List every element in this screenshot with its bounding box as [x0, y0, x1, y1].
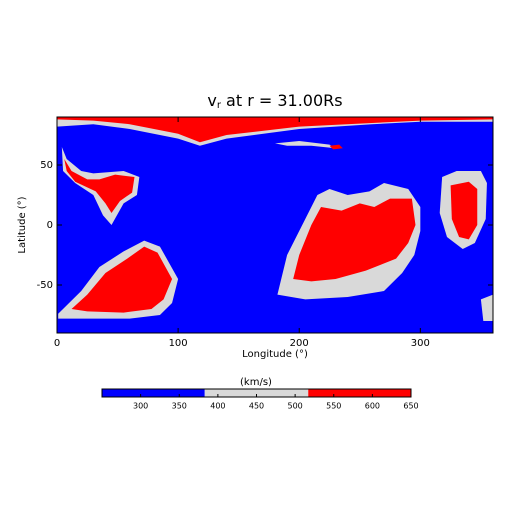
title-subscript: r — [217, 100, 222, 111]
colorbar-tick-label: 450 — [249, 402, 264, 411]
colorbar-tick-label: 300 — [133, 402, 148, 411]
x-axis-label: Longitude (°) — [242, 349, 308, 360]
contour-region — [329, 144, 343, 150]
colorbar-label: (km/s) — [240, 377, 272, 388]
contour-region — [64, 159, 135, 213]
contour-region — [275, 141, 336, 149]
contour-region — [480, 294, 493, 321]
y-tick-label: 50 — [40, 160, 53, 171]
colorbar-tick-label: 500 — [287, 402, 302, 411]
colorbar-tick-label: 350 — [172, 402, 187, 411]
colorbar-bin — [308, 389, 411, 397]
colorbar-tick-label: 550 — [326, 402, 341, 411]
x-tick-label: 300 — [411, 338, 430, 349]
colorbar-tick-label: 600 — [365, 402, 380, 411]
contour-region — [57, 117, 493, 143]
contour-region — [293, 198, 416, 282]
title-main: v — [207, 91, 216, 110]
colorbar-tick-label: 400 — [210, 402, 225, 411]
y-tick-label: -50 — [37, 280, 53, 291]
colorbar-bin — [204, 389, 309, 397]
colorbar-bin — [102, 389, 205, 397]
chart-title: vr at r = 31.00Rs — [207, 91, 342, 112]
x-tick-label: 100 — [169, 338, 188, 349]
y-axis-label: Latitude (°) — [17, 196, 28, 253]
y-tick-label: 0 — [47, 220, 53, 231]
colorbar-tick-label: 650 — [403, 402, 418, 411]
x-tick-label: 0 — [54, 338, 60, 349]
contour-region — [71, 246, 173, 313]
contour-region — [450, 181, 478, 240]
x-tick-label: 200 — [290, 338, 309, 349]
title-rest: at r = 31.00Rs — [221, 91, 343, 110]
